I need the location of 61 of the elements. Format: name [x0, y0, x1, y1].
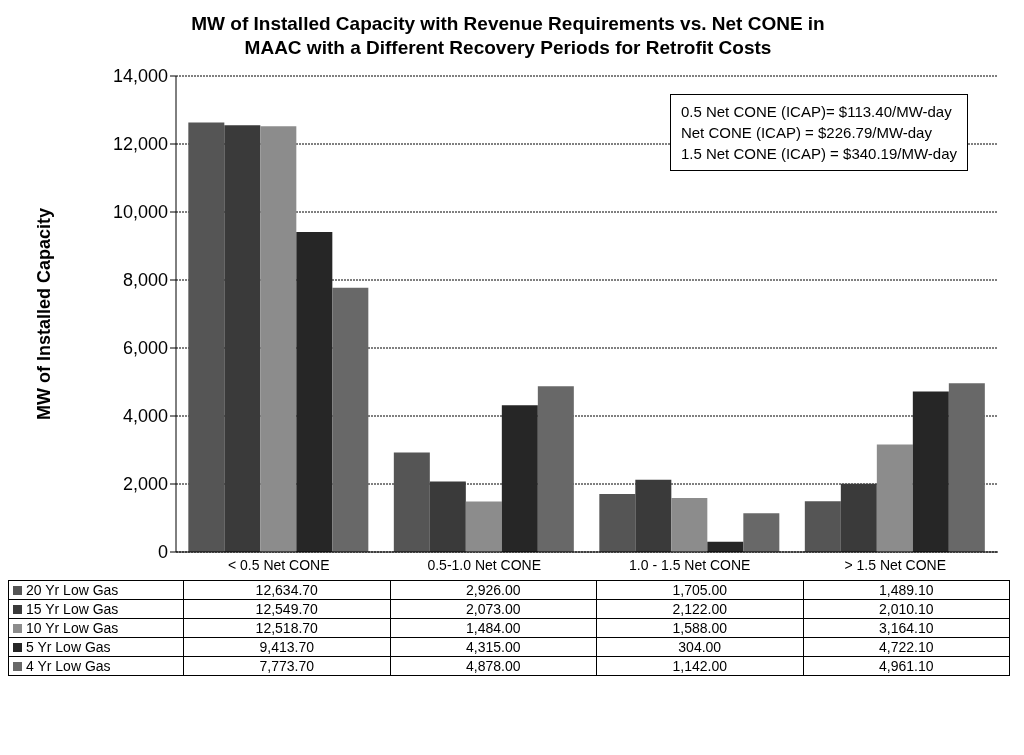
bar [743, 513, 780, 552]
bar [260, 126, 297, 552]
annotation: 1.5 Net CONE (ICAP) = $340.19/MW-day [680, 144, 957, 164]
y-tick-label: 6,000 [122, 338, 168, 359]
data-label: 2,122.00 [596, 599, 803, 619]
y-tick-label: 0 [157, 542, 168, 563]
bar [465, 501, 502, 552]
data-label: 4,722.10 [803, 637, 1010, 657]
legend-label: 4 Yr Low Gas [26, 658, 111, 674]
bar [840, 483, 877, 552]
data-label: 2,926.00 [390, 580, 597, 600]
data-label: 1,484.00 [390, 618, 597, 638]
bar [671, 498, 708, 552]
legend-label: 10 Yr Low Gas [26, 620, 119, 636]
data-label: 4,961.10 [803, 656, 1010, 676]
data-label: 2,010.10 [803, 599, 1010, 619]
x-tick-label: < 0.5 Net CONE [227, 556, 330, 573]
x-tick-label: > 1.5 Net CONE [844, 556, 947, 573]
y-tick-label: 14,000 [112, 66, 168, 87]
bar [332, 287, 369, 552]
bar [804, 501, 841, 552]
y-tick-label: 12,000 [112, 134, 168, 155]
bar [537, 386, 574, 552]
bar [912, 391, 949, 552]
data-label: 12,549.70 [183, 599, 390, 619]
chart-title: MW of Installed Capacity with Revenue Requirements vs. Net CONE in MAAC with a Different Recovery Periods for Retrofit Costs [190, 12, 826, 60]
x-tick-label: 1.0 - 1.5 Net CONE [629, 556, 751, 573]
data-label: 4,878.00 [390, 656, 597, 676]
y-tick-label: 4,000 [122, 406, 168, 427]
y-axis-title: MW of Installed Capacity [34, 207, 55, 421]
data-label: 3,164.10 [803, 618, 1010, 638]
data-label: 4,315.00 [390, 637, 597, 657]
data-label: 1,588.00 [596, 618, 803, 638]
legend-label: 20 Yr Low Gas [26, 582, 119, 598]
x-tick-label: 0.5-1.0 Net CONE [427, 556, 542, 573]
y-tick-label: 10,000 [112, 202, 168, 223]
bar [393, 452, 430, 552]
data-label: 2,073.00 [390, 599, 597, 619]
bar [188, 122, 225, 552]
data-label: 12,518.70 [183, 618, 390, 638]
legend-label: 5 Yr Low Gas [26, 639, 111, 655]
legend-label: 15 Yr Low Gas [26, 601, 119, 617]
y-tick-label: 2,000 [122, 474, 168, 495]
data-label: 1,142.00 [596, 656, 803, 676]
annotation: Net CONE (ICAP) = $226.79/MW-day [680, 123, 933, 143]
bar [224, 125, 261, 552]
bar [296, 231, 333, 552]
bar [429, 481, 466, 552]
data-label: 7,773.70 [183, 656, 390, 676]
bar [948, 383, 985, 552]
bar [876, 444, 913, 552]
data-label: 9,413.70 [183, 637, 390, 657]
bar [635, 479, 672, 552]
y-tick-label: 8,000 [122, 270, 168, 291]
bar [599, 494, 636, 552]
data-label: 12,634.70 [183, 580, 390, 600]
annotation: 0.5 Net CONE (ICAP)= $113.40/MW-day [680, 102, 953, 122]
bar [501, 405, 538, 552]
data-label: 1,489.10 [803, 580, 1010, 600]
data-label: 304.00 [596, 637, 803, 657]
data-label: 1,705.00 [596, 580, 803, 600]
